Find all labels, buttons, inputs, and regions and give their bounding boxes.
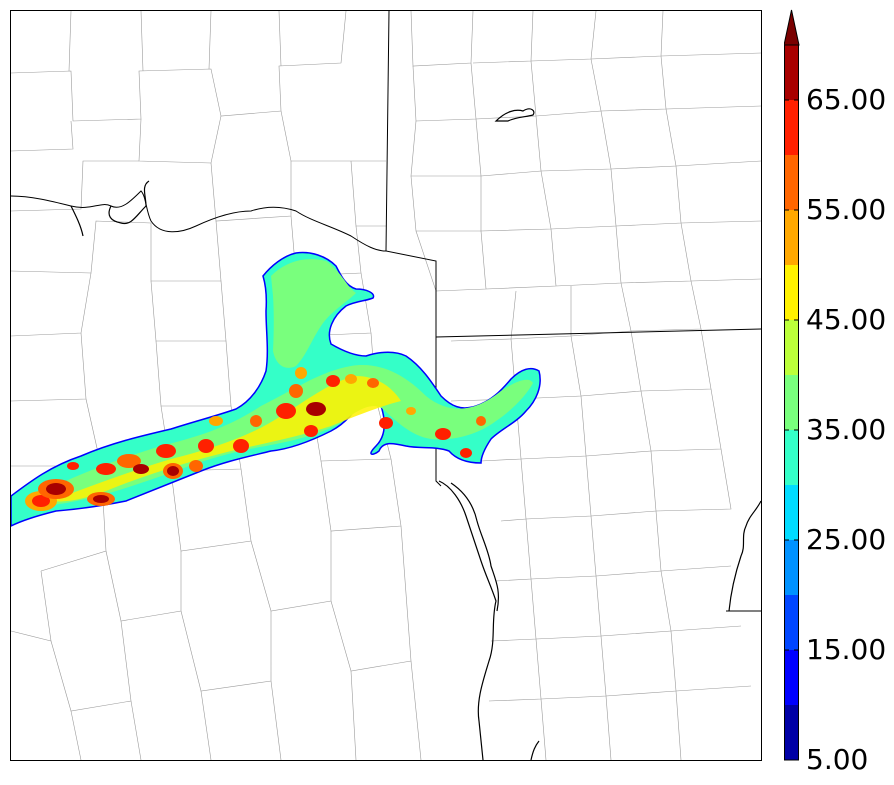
map-canvas <box>11 11 761 760</box>
river-outlines <box>70 108 761 760</box>
colorbar-bin-0 <box>784 705 799 760</box>
colorbar-bin-12 <box>784 45 799 100</box>
colorbar-bin-6 <box>784 375 799 430</box>
colorbar-tick-label: 25.00 <box>806 523 887 556</box>
colorbar-bin-7 <box>784 320 799 375</box>
colorbar-bin-4 <box>784 485 799 540</box>
colorbar-tick-label: 15.00 <box>806 633 887 666</box>
colorbar-bin-2 <box>784 595 799 650</box>
field-cells <box>25 367 486 511</box>
map-panel <box>10 10 762 761</box>
colorbar-tick-label: 65.00 <box>806 83 887 116</box>
colorbar-bin-5 <box>784 430 799 485</box>
colorbar-bin-8 <box>784 265 799 320</box>
colorbar-bin-1 <box>784 650 799 705</box>
colorbar-bin-9 <box>784 210 799 265</box>
colorbar-bin-3 <box>784 540 799 595</box>
colorbar-bin-11 <box>784 100 799 155</box>
reflectivity-field <box>11 251 541 527</box>
colorbar-frame <box>784 44 799 761</box>
colorbar <box>783 8 894 768</box>
state-boundaries <box>11 11 761 612</box>
field-green-core <box>271 259 356 368</box>
colorbar-tick-label: 5.00 <box>806 743 869 776</box>
colorbar-extend-arrow <box>783 9 800 46</box>
colorbar-tick-label: 35.00 <box>806 413 887 446</box>
colorbar-strip <box>783 9 800 761</box>
colorbar-tick-label: 55.00 <box>806 193 887 226</box>
colorbar-tick-label: 45.00 <box>806 303 887 336</box>
colorbar-bin-10 <box>784 155 799 210</box>
